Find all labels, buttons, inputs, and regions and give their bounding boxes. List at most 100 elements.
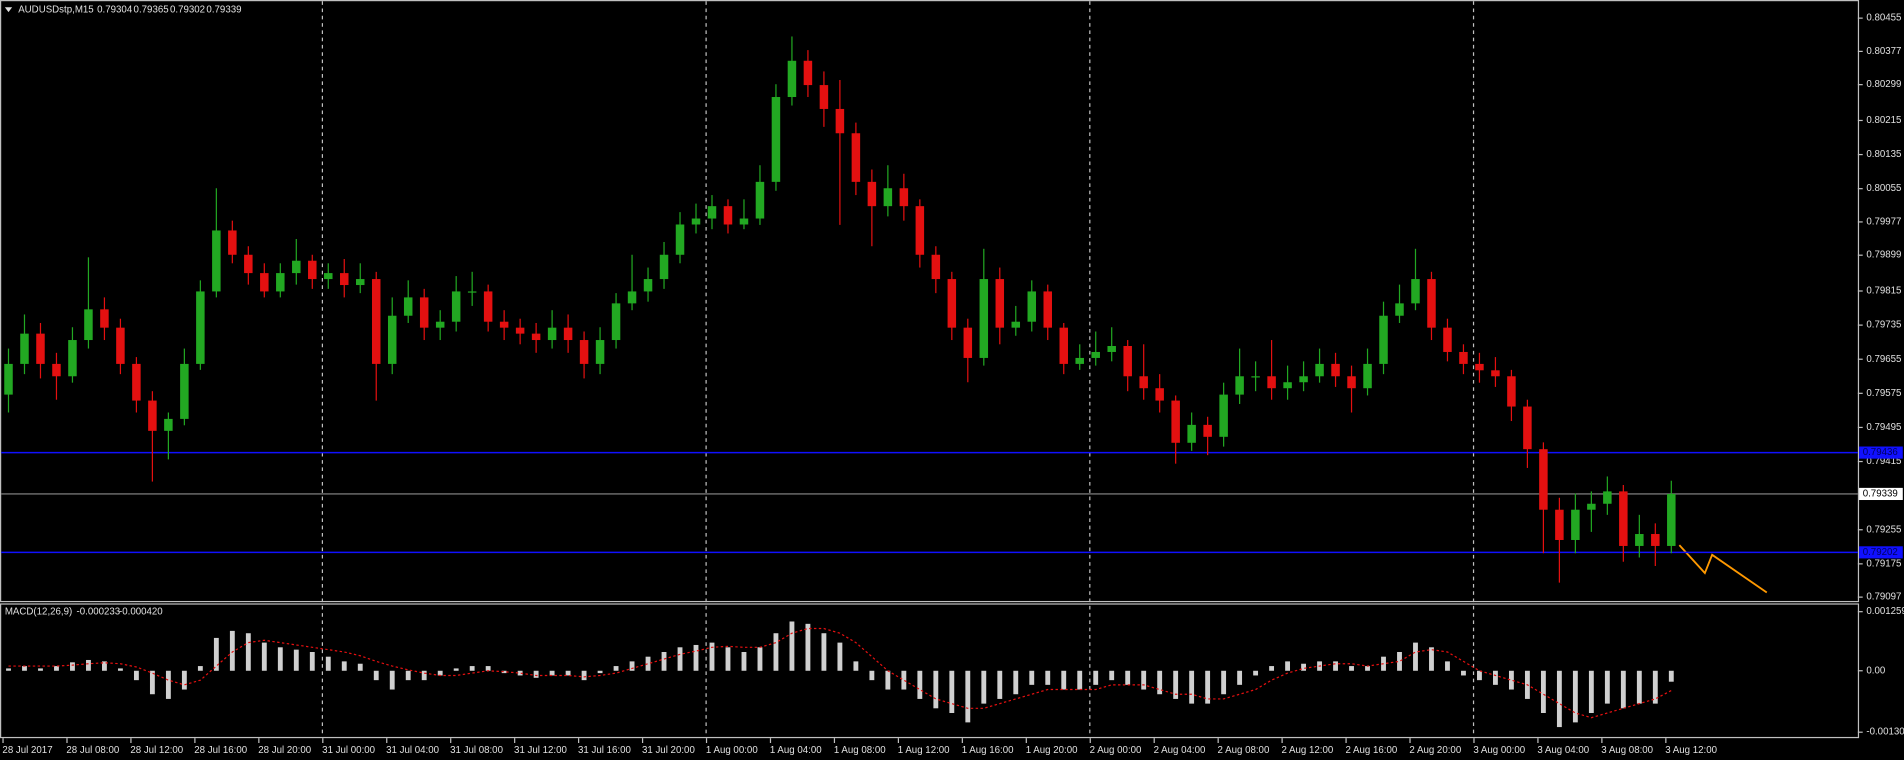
y-tick-label: 0.80455 — [1866, 13, 1901, 24]
macd-bar — [86, 659, 91, 671]
candle-body — [963, 327, 973, 358]
macd-signal-value: -0.000420 — [119, 606, 163, 617]
macd-bar — [1125, 670, 1131, 685]
macd-bar — [1477, 670, 1482, 681]
candle-body — [1219, 394, 1228, 437]
candle-body — [627, 291, 637, 304]
macd-bar — [1668, 670, 1674, 682]
candle-body — [483, 291, 493, 322]
y-tick-label: 0.79415 — [1866, 456, 1901, 467]
candle-body — [1667, 493, 1676, 546]
y-tick-label: 0.80377 — [1866, 46, 1901, 57]
candle-body — [611, 303, 621, 341]
candle-body — [931, 254, 941, 280]
candle-body — [1251, 376, 1260, 378]
candle-body — [1635, 534, 1644, 546]
x-tick-label: 2 Aug 04:00 — [1154, 745, 1206, 756]
macd-bar — [389, 670, 395, 690]
x-tick-label: 1 Aug 04:00 — [770, 745, 822, 756]
x-tick-label: 31 Jul 20:00 — [642, 745, 695, 756]
y-tick-label: 0.79899 — [1866, 250, 1901, 261]
macd-bar — [117, 668, 123, 671]
macd-bar — [1221, 670, 1227, 695]
macd-bar — [102, 661, 107, 671]
x-tick-label: 1 Aug 08:00 — [834, 745, 886, 756]
macd-bar — [437, 670, 443, 676]
candle-body — [723, 206, 733, 225]
candle-body — [196, 291, 205, 364]
price-frame — [0, 0, 1860, 603]
candle-body — [20, 333, 29, 364]
chart-title: AUDUSDstp,M15 — [18, 4, 94, 15]
candle-body — [1315, 363, 1324, 377]
macd-bar — [197, 666, 203, 671]
macd-bar — [1205, 670, 1211, 704]
candle-body — [755, 181, 765, 219]
macd-bar — [1493, 670, 1498, 685]
candle-body — [819, 85, 829, 109]
candle-body — [244, 254, 253, 274]
x-tick-label: 1 Aug 16:00 — [962, 745, 1014, 756]
last-price-label: 0.79339 — [1863, 489, 1898, 500]
macd-bar — [261, 642, 267, 671]
macd-y-tick-label: 0.001259 — [1866, 606, 1904, 617]
candle-body — [563, 327, 573, 341]
candle-body — [515, 327, 525, 334]
candle-body — [1379, 315, 1388, 364]
candle-body — [100, 309, 109, 328]
macd-bar — [1588, 670, 1594, 714]
macd-bar — [1029, 670, 1035, 685]
macd-bar — [661, 651, 667, 671]
menu-arrow[interactable] — [4, 7, 13, 13]
candle-body — [84, 309, 93, 341]
candle-body — [1443, 327, 1452, 352]
macd-bar — [245, 633, 251, 671]
candle-body — [1395, 303, 1404, 316]
macd-bar — [1109, 670, 1115, 681]
macd-bar — [1173, 670, 1179, 699]
candle-body — [68, 340, 77, 377]
macd-bar — [1301, 663, 1306, 671]
macd-bar — [149, 670, 155, 695]
macd-bar — [1604, 670, 1610, 704]
level-label: 0.79202 — [1863, 547, 1898, 558]
macd-bar — [325, 656, 331, 671]
x-tick-label: 31 Jul 00:00 — [322, 745, 375, 756]
candle-body — [132, 363, 141, 401]
macd-bar — [485, 666, 491, 671]
header-open: 0.79304 — [97, 4, 133, 15]
candle-body — [771, 97, 781, 182]
candle-body — [355, 279, 365, 286]
y-tick-label: 0.80055 — [1866, 183, 1901, 194]
candle-body — [1363, 363, 1372, 389]
candle-body — [1475, 363, 1484, 371]
candle-body — [707, 206, 717, 219]
macd-y-tick-label: 0.00 — [1866, 665, 1885, 676]
candle-body — [212, 230, 221, 292]
drawn-trend-line[interactable] — [1678, 544, 1768, 594]
macd-bar — [1269, 666, 1275, 671]
macd-bar — [1652, 670, 1658, 704]
macd-bar — [869, 670, 875, 681]
candle-body — [1539, 449, 1548, 510]
x-tick-label: 31 Jul 16:00 — [578, 745, 631, 756]
macd-bar — [1636, 670, 1642, 704]
candle-body — [36, 333, 45, 364]
candle-body — [4, 363, 13, 395]
macd-bar — [1397, 651, 1402, 671]
candle-body — [164, 418, 173, 431]
candle-body — [419, 297, 429, 328]
x-tick-label: 2 Aug 16:00 — [1345, 745, 1397, 756]
x-tick-label: 3 Aug 04:00 — [1537, 745, 1589, 756]
candle-body — [1171, 400, 1180, 443]
candle-body — [292, 260, 301, 274]
macd-bar — [565, 670, 571, 676]
candle-body — [595, 340, 605, 364]
macd-bar — [901, 670, 907, 690]
macd-bar — [1572, 670, 1578, 723]
macd-bar — [309, 651, 315, 671]
header-low: 0.79302 — [170, 4, 205, 15]
level-tag — [1859, 446, 1903, 459]
macd-bar — [501, 670, 507, 674]
